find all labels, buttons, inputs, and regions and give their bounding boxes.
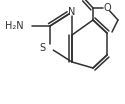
Text: S: S — [40, 43, 46, 53]
Text: O: O — [78, 0, 86, 1]
Text: H₂N: H₂N — [5, 21, 24, 31]
Text: N: N — [68, 7, 76, 17]
Text: O: O — [103, 3, 111, 13]
